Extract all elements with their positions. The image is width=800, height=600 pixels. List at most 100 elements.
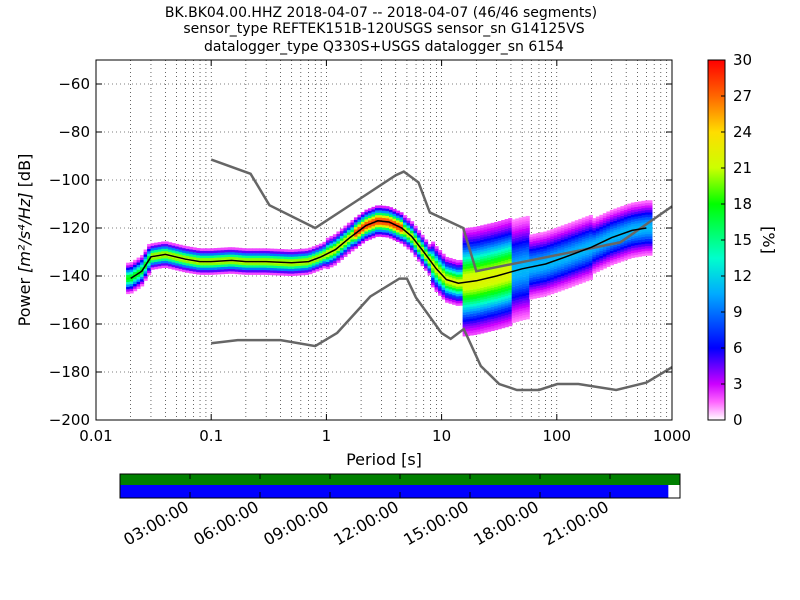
histogram-cell [147,270,152,273]
histogram-cell [343,244,348,248]
histogram-cell [297,270,302,274]
histogram-cell [441,282,446,286]
histogram-cell [441,256,446,259]
histogram-cell [518,234,523,237]
histogram-cell [504,281,509,285]
histogram-cell [613,256,618,260]
histogram-cell [224,271,229,275]
histogram-cell [483,255,488,259]
histogram-cell [217,252,222,256]
histogram-cell [508,299,513,303]
histogram-cell [567,242,572,245]
histogram-cell [178,251,183,255]
histogram-cell [480,302,485,305]
histogram-cell [245,262,250,266]
histogram-cell [560,280,565,284]
histogram-cell [417,256,422,260]
histogram-cell [553,271,558,274]
histogram-cell [318,265,323,268]
histogram-cell [350,224,355,228]
histogram-cell [490,242,495,245]
histogram-cell [546,249,551,253]
histogram-cell [417,232,422,236]
histogram-cell [241,257,246,261]
histogram-cell [536,273,541,277]
histogram-cell [487,329,492,332]
histogram-cell [427,246,432,250]
histogram-cell [466,314,471,317]
histogram-cell [473,258,478,261]
histogram-cell [126,279,131,283]
histogram-cell [224,264,229,267]
histogram-cell [578,264,583,268]
histogram-cell [336,233,341,237]
histogram-cell [434,270,439,273]
histogram-cell [448,289,453,292]
histogram-cell [427,265,432,269]
histogram-cell [518,229,523,233]
histogram-cell [473,226,478,230]
histogram-cell [360,236,366,239]
histogram-cell [431,246,436,249]
histogram-cell [627,213,632,216]
histogram-cell [273,251,278,254]
histogram-cell [578,259,583,263]
histogram-cell [620,244,625,248]
histogram-cell [473,322,478,326]
histogram-cell [501,306,506,310]
histogram-cell [476,230,481,234]
histogram-cell [466,292,471,296]
histogram-cell [353,219,359,223]
histogram-cell [469,308,474,312]
histogram-cell [189,256,194,260]
histogram-cell [501,256,506,259]
histogram-cell [508,292,513,296]
histogram-cell [343,254,348,258]
histogram-cell [536,245,541,248]
histogram-cell [599,258,604,261]
histogram-cell [431,260,436,264]
histogram-cell [550,277,555,280]
histogram-cell [616,226,621,230]
histogram-cell [550,238,555,242]
histogram-cell [553,230,558,233]
histogram-cell [630,255,635,258]
histogram-cell [574,222,579,226]
histogram-cell [466,326,471,329]
histogram-cell [595,230,600,234]
histogram-cell [525,232,530,236]
histogram-cell [504,269,509,273]
histogram-cell [571,247,576,251]
histogram-cell [501,241,506,245]
histogram-cell [213,262,218,266]
histogram-cell [595,259,600,263]
histogram-cell [494,320,499,323]
histogram-cell [501,296,506,300]
histogram-cell [546,247,551,250]
histogram-cell [613,218,618,221]
histogram-cell [311,265,316,269]
histogram-cell [511,305,516,309]
histogram-cell [637,225,642,228]
histogram-cell [546,271,551,274]
histogram-cell [613,213,618,217]
histogram-cell [301,267,306,271]
histogram-cell [469,268,474,271]
histogram-cell [560,254,565,257]
histogram-cell [392,220,397,224]
histogram-cell [592,268,597,272]
histogram-cell [546,235,551,238]
histogram-cell [564,238,569,242]
histogram-cell [504,324,509,328]
histogram-cell [487,312,492,316]
histogram-cell [381,227,387,230]
histogram-cell [133,259,138,263]
histogram-cell [504,317,509,321]
histogram-cell [574,237,579,240]
histogram-cell [133,279,138,282]
histogram-cell [126,284,131,287]
histogram-cell [262,267,267,271]
histogram-cell [644,248,649,251]
histogram-cell [476,233,481,236]
histogram-cell [522,305,527,309]
